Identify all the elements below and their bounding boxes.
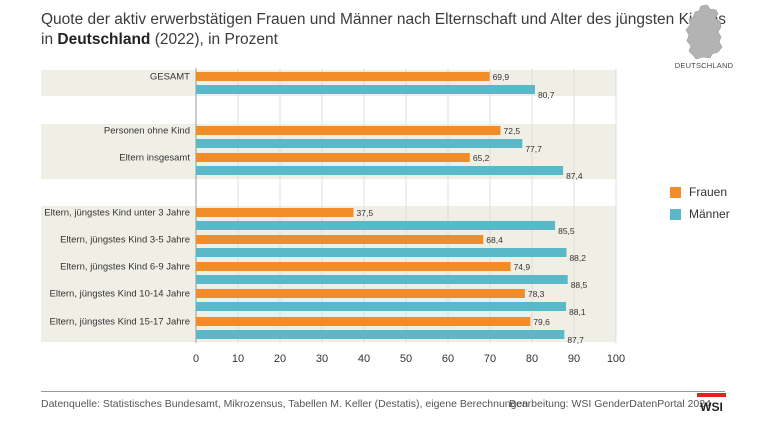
x-tick-label: 0 <box>193 353 199 365</box>
category-label: Eltern, jüngstes Kind 15-17 Jahre <box>50 317 190 328</box>
value-label-frauen: 79,6 <box>533 317 550 327</box>
germany-map-icon: DEUTSCHLAND <box>674 4 734 76</box>
value-label-maenner: 88,1 <box>569 307 586 317</box>
x-tick-label: 90 <box>568 353 580 365</box>
x-tick-label: 10 <box>232 353 244 365</box>
title-line-2: in Deutschland (2022), in Prozent <box>41 30 641 50</box>
value-label-maenner: 87,4 <box>566 171 583 181</box>
bar-maenner <box>196 330 565 339</box>
credit-note: Bearbeitung: WSI GenderDatenPortal 2024 <box>509 398 711 410</box>
x-tick-label: 60 <box>442 353 454 365</box>
map-label: DEUTSCHLAND <box>674 61 734 70</box>
bar-maenner <box>196 221 556 230</box>
bar-frauen <box>196 72 490 81</box>
legend-label-frauen: Frauen <box>689 185 728 199</box>
value-label-maenner: 88,5 <box>571 280 588 290</box>
x-tick-label: 100 <box>607 353 625 365</box>
bar-maenner <box>196 275 568 284</box>
bar-frauen <box>196 208 354 217</box>
bar-maenner <box>196 139 523 148</box>
x-tick-label: 40 <box>358 353 370 365</box>
x-tick-label: 20 <box>274 353 286 365</box>
bar-maenner <box>196 248 567 257</box>
value-label-frauen: 68,4 <box>486 235 503 245</box>
legend-swatch-maenner <box>670 208 681 220</box>
chart-title: Quote der aktiv erwerbstätigen Frauen un… <box>41 10 726 50</box>
bar-frauen <box>196 126 501 135</box>
category-label: Eltern insgesamt <box>119 153 190 164</box>
x-tick-label: 70 <box>484 353 496 365</box>
legend-swatch-frauen <box>670 186 681 198</box>
value-label-maenner: 77,7 <box>525 144 542 154</box>
category-label: Eltern, jüngstes Kind unter 3 Jahre <box>44 208 190 219</box>
bar-maenner <box>196 85 535 94</box>
bar-frauen <box>196 235 484 244</box>
source-note: Datenquelle: Statistisches Bundesamt, Mi… <box>41 398 529 410</box>
wsi-logo: WSI <box>697 393 726 414</box>
value-label-maenner: 80,7 <box>538 90 555 100</box>
category-label: Personen ohne Kind <box>104 126 190 137</box>
wsi-logo-text: WSI <box>700 400 723 414</box>
bar-frauen <box>196 153 470 162</box>
title-suffix: (2022), in Prozent <box>150 31 278 48</box>
bar-frauen <box>196 289 525 298</box>
category-label: Eltern, jüngstes Kind 10-14 Jahre <box>50 289 190 300</box>
x-tick-label: 80 <box>526 353 538 365</box>
category-label: Eltern, jüngstes Kind 6-9 Jahre <box>60 262 190 273</box>
value-label-frauen: 74,9 <box>514 262 531 272</box>
legend: Frauen Männer <box>670 182 730 226</box>
value-label-maenner: 88,2 <box>569 253 586 263</box>
legend-item-frauen: Frauen <box>670 182 730 202</box>
bar-maenner <box>196 166 564 175</box>
category-label: GESAMT <box>150 72 190 83</box>
value-label-maenner: 87,7 <box>567 335 584 345</box>
footer-divider <box>41 391 725 392</box>
x-tick-label: 30 <box>316 353 328 365</box>
bar-maenner <box>196 302 567 311</box>
title-prefix: in <box>41 31 58 48</box>
bar-frauen <box>196 262 511 271</box>
category-label: Eltern, jüngstes Kind 3-5 Jahre <box>60 235 190 246</box>
value-label-frauen: 37,5 <box>357 208 374 218</box>
germany-map-shape <box>685 4 723 60</box>
title-country: Deutschland <box>57 31 151 48</box>
title-line-1: Quote der aktiv erwerbstätigen Frauen un… <box>41 11 726 28</box>
legend-label-maenner: Männer <box>689 207 730 221</box>
value-label-frauen: 69,9 <box>493 72 510 82</box>
legend-item-maenner: Männer <box>670 204 730 224</box>
value-label-maenner: 85,5 <box>558 226 575 236</box>
bar-frauen <box>196 317 531 326</box>
value-label-frauen: 72,5 <box>504 126 521 136</box>
value-label-frauen: 65,2 <box>473 153 490 163</box>
x-tick-label: 50 <box>400 353 412 365</box>
value-label-frauen: 78,3 <box>528 289 545 299</box>
